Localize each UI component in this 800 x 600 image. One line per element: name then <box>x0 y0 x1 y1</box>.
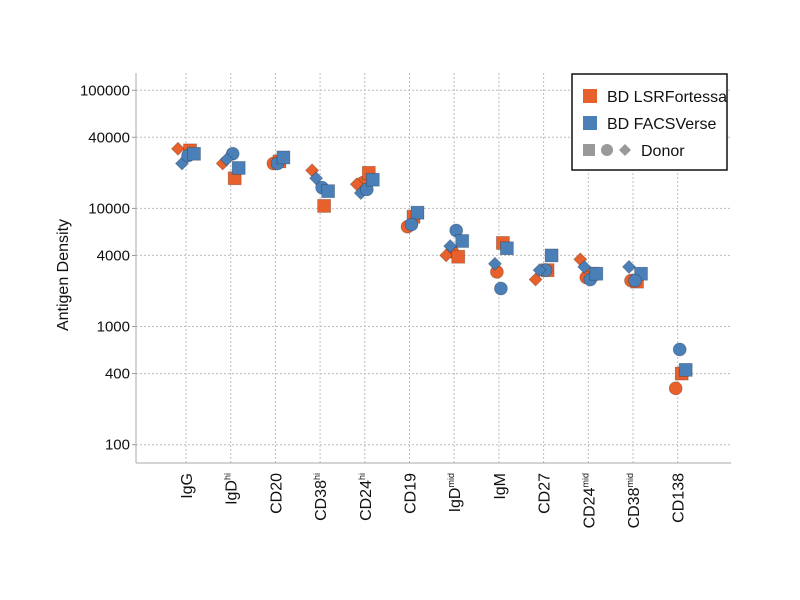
x-tick-label: CD27 <box>537 473 554 514</box>
legend-label: Donor <box>641 143 685 160</box>
data-point-diamond <box>309 171 324 186</box>
data-point-square <box>317 199 332 213</box>
data-point-diamond <box>219 152 234 167</box>
data-point-diamond <box>621 259 637 274</box>
data-point-square <box>455 234 470 248</box>
x-tick-label-base: CD24 <box>581 487 598 528</box>
data-point-circle <box>672 342 687 357</box>
x-tick-label: CD138 <box>671 473 688 523</box>
x-tick-label: CD38mid <box>625 473 643 528</box>
x-tick-label: CD24mid <box>580 473 598 528</box>
data-point-diamond <box>577 259 592 274</box>
legend-box <box>571 73 728 171</box>
y-tick-label: 1000 <box>97 319 130 336</box>
data-point-square <box>410 205 425 220</box>
legend-label: BD FACSVerse <box>607 116 716 133</box>
x-tick-label-superscript: mid <box>580 473 590 488</box>
data-point-square <box>589 266 604 281</box>
data-point-square <box>321 184 336 199</box>
x-tick-label-base: IgD <box>224 480 241 505</box>
y-tick-label: 100 <box>105 437 130 454</box>
y-tick-label: 4000 <box>97 247 130 264</box>
data-point-diamond <box>528 272 543 287</box>
x-tick-label-base: IgG <box>179 473 196 499</box>
legend-swatch-circle <box>601 144 613 156</box>
x-tick-label-base: IgD <box>447 488 464 513</box>
x-tick-label-superscript: mid <box>446 473 456 488</box>
x-tick-label-superscript: hi <box>357 473 367 480</box>
y-tick-label: 400 <box>105 366 130 383</box>
data-point-square <box>187 146 201 161</box>
x-tick-label: IgDmid <box>446 473 464 512</box>
data-point-diamond <box>532 263 547 278</box>
x-tick-label: IgM <box>492 473 509 500</box>
x-tick-label: IgDhi <box>223 473 241 505</box>
legend-swatch-square <box>583 144 595 156</box>
data-point-circle <box>493 281 508 296</box>
data-point-diamond <box>439 248 454 263</box>
x-tick-label: CD38hi <box>312 473 330 521</box>
x-tick-label-base: CD24 <box>358 480 375 521</box>
data-point-diamond <box>443 239 458 254</box>
data-point-diamond <box>170 141 186 156</box>
x-tick-label-base: CD20 <box>268 473 285 514</box>
x-tick-label-base: CD38 <box>313 480 330 521</box>
data-point-circle <box>404 217 419 232</box>
legend-label: BD LSRFortessa <box>607 89 727 106</box>
legend-swatch <box>583 89 597 103</box>
x-tick-label-superscript: mid <box>625 473 635 488</box>
x-tick-label-base: CD19 <box>403 473 420 514</box>
x-tick-label: IgG <box>179 473 196 499</box>
data-point-square <box>544 248 559 263</box>
x-tick-label-base: CD138 <box>671 473 688 523</box>
y-tick-label: 10000 <box>88 200 130 217</box>
data-point-diamond <box>487 256 502 271</box>
legend: BD LSRFortessa BD FACSVerse Donor <box>571 73 728 171</box>
data-point-square <box>276 150 291 165</box>
y-tick-label: 100000 <box>80 82 130 99</box>
x-tick-label: CD24hi <box>357 473 375 521</box>
x-tick-label: CD20 <box>268 473 285 514</box>
data-point-square <box>451 249 466 264</box>
data-point-circle <box>628 273 642 288</box>
x-tick-label-base: CD38 <box>626 487 643 528</box>
x-tick-label-base: CD27 <box>537 473 554 514</box>
y-tick-label: 40000 <box>88 129 130 146</box>
legend-swatch-diamond <box>619 144 631 156</box>
x-tick-label-base: IgM <box>492 473 509 500</box>
y-axis-title: Antigen Density <box>55 219 72 331</box>
x-tick-label-superscript: hi <box>312 473 322 480</box>
data-point-square <box>365 172 380 187</box>
data-point-square <box>231 161 246 175</box>
data-point-square <box>678 362 693 377</box>
legend-swatch <box>583 116 597 130</box>
x-tick-label: CD19 <box>403 473 420 514</box>
x-tick-label-superscript: hi <box>223 473 233 480</box>
points-layer <box>170 141 693 396</box>
data-point-circle <box>668 381 683 396</box>
data-point-square <box>499 241 514 256</box>
